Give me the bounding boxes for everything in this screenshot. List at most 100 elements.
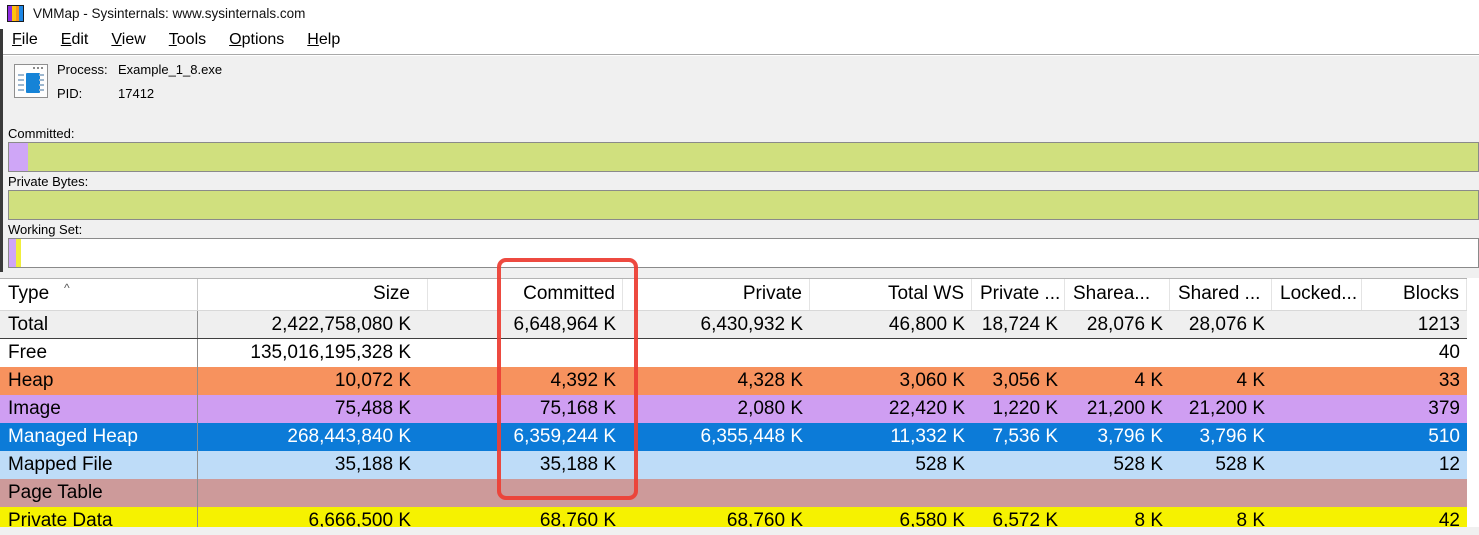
process-label: Process: — [57, 62, 108, 77]
row-type-label: Managed Heap — [0, 423, 198, 451]
committed-segment-1 — [28, 143, 1478, 171]
row-value-cell: 4,328 K — [737, 370, 804, 391]
menu-item-file[interactable]: File — [12, 31, 38, 48]
column-header-blocks[interactable]: Blocks — [1362, 279, 1467, 310]
process-icon — [14, 64, 48, 98]
row-value-cell: 35,188 K — [334, 454, 411, 475]
row-value-cell: 7,536 K — [992, 426, 1059, 447]
row-value-cell: 4 K — [1134, 370, 1163, 391]
row-value-cell: 379 — [1428, 398, 1460, 419]
row-value-cell: 6,359,244 K — [513, 426, 616, 447]
table-header-row: Type ^ Size Committed Private Total WS Private… — [0, 279, 1467, 311]
process-name-value: Example_1_8.exe — [118, 62, 223, 77]
row-value-cell — [428, 339, 623, 367]
column-header-label: Sharea... — [1073, 283, 1151, 304]
column-header-committed[interactable]: Committed — [428, 279, 623, 310]
row-value-cell — [1272, 311, 1362, 338]
title-bar: VMMap - Sysinternals: www.sysinternals.c… — [0, 0, 1479, 26]
committed-label: Committed: — [8, 126, 75, 141]
table-row-image[interactable]: Image 75,488 K 75,168 K 2,080 K 22,420 K 1,22… — [0, 395, 1467, 423]
working-set-bar — [8, 238, 1479, 268]
row-value-cell: 1213 — [1417, 314, 1460, 335]
column-header-sharea[interactable]: Sharea... — [1065, 279, 1170, 310]
row-value-cell: 6,430,932 K — [700, 314, 803, 335]
vmmap-app-icon — [7, 4, 24, 22]
row-value-cell: 68,760 K — [539, 510, 616, 531]
row-value-cell: 21,200 K — [1086, 398, 1163, 419]
row-value-cell: 6,648,964 K — [513, 314, 616, 335]
column-header-private[interactable]: Private ... — [972, 279, 1065, 310]
column-header-label: Shared ... — [1178, 283, 1261, 304]
row-value-cell: 8 K — [1236, 510, 1265, 531]
row-value-cell — [1272, 367, 1362, 395]
column-header-total-ws[interactable]: Total WS — [810, 279, 972, 310]
working-set-group: Working Set: — [0, 222, 1479, 268]
app-icon-stripe-1 — [11, 5, 16, 21]
menu-item-options[interactable]: Options — [229, 31, 285, 48]
row-value-cell — [972, 451, 1065, 479]
column-header-private[interactable]: Private — [623, 279, 810, 310]
row-value-cell: 28,076 K — [1086, 314, 1163, 335]
row-value-cell: 528 K — [1215, 454, 1265, 475]
column-header-label: Size — [373, 283, 410, 304]
menu-item-help[interactable]: Help — [307, 31, 341, 48]
row-value-cell — [972, 479, 1065, 507]
window-bottom-edge — [0, 527, 1479, 535]
column-header-label: Committed — [523, 283, 615, 304]
row-value-cell — [1272, 451, 1362, 479]
row-value-cell: 510 — [1428, 426, 1460, 447]
menu-item-accelerator: E — [60, 31, 72, 48]
column-header-label: Type — [8, 283, 50, 304]
column-header-locked[interactable]: Locked... — [1272, 279, 1362, 310]
row-value-cell — [1272, 479, 1362, 507]
menu-item-tools[interactable]: Tools — [168, 31, 207, 48]
sort-ascending-indicator: ^ — [64, 281, 70, 295]
row-value-cell: 21,200 K — [1188, 398, 1265, 419]
row-value-cell: 8 K — [1134, 510, 1163, 531]
menu-item-view[interactable]: View — [111, 31, 146, 48]
row-value-cell: 135,016,195,328 K — [250, 342, 411, 363]
process-icon-document — [26, 73, 40, 93]
row-value-cell: 75,488 K — [334, 398, 411, 419]
table-row-page-table[interactable]: Page Table — [0, 479, 1467, 507]
menu-item-edit[interactable]: Edit — [60, 31, 89, 48]
committed-group: Committed: — [0, 126, 1479, 172]
table-row-managed-heap[interactable]: Managed Heap 268,443,840 K 6,359,244 K 6,35… — [0, 423, 1467, 451]
column-header-type[interactable]: Type ^ — [0, 279, 198, 310]
row-value-cell: 42 — [1438, 510, 1460, 531]
row-value-cell — [1362, 479, 1467, 507]
table-row-free[interactable]: Free 135,016,195,328 K 40 — [0, 339, 1467, 367]
column-header-label: Total WS — [887, 283, 964, 304]
left-edge-strip — [0, 29, 3, 272]
row-value-cell — [810, 339, 972, 367]
row-value-cell: 6,355,448 K — [700, 426, 803, 447]
working-set-segment-2 — [21, 239, 1478, 267]
row-value-cell — [1065, 479, 1170, 507]
row-value-cell: 2,422,758,080 K — [271, 314, 411, 335]
table-row-heap[interactable]: Heap 10,072 K 4,392 K 4,328 K 3,060 K 3,056 K… — [0, 367, 1467, 395]
row-value-cell: 528 K — [1113, 454, 1163, 475]
row-value-cell: 6,572 K — [992, 510, 1059, 531]
row-value-cell — [1170, 339, 1272, 367]
row-value-cell: 68,760 K — [726, 510, 803, 531]
column-header-label: Locked... — [1280, 283, 1358, 304]
row-value-cell — [1272, 395, 1362, 423]
column-header-size[interactable]: Size — [198, 279, 428, 310]
memory-type-table: Type ^ Size Committed Private Total WS Private… — [0, 278, 1467, 535]
column-header-shared[interactable]: Shared ... — [1170, 279, 1272, 310]
row-value-cell: 3,060 K — [899, 370, 966, 391]
row-type-label: Page Table — [0, 479, 198, 507]
menu-item-accelerator: T — [168, 31, 177, 48]
table-row-mapped-file[interactable]: Mapped File 35,188 K 35,188 K 528 K 528 K 528… — [0, 451, 1467, 479]
table-row-total[interactable]: Total 2,422,758,080 K 6,648,964 K 6,430,932… — [0, 311, 1467, 339]
row-value-cell: 4 K — [1236, 370, 1265, 391]
menu-item-accelerator: H — [307, 31, 319, 48]
process-icon-lines-left — [18, 74, 24, 93]
row-value-cell — [198, 479, 428, 507]
row-type-label: Image — [0, 395, 198, 423]
column-header-label: Blocks — [1403, 283, 1459, 304]
row-value-cell: 40 — [1438, 342, 1460, 363]
row-value-cell: 75,168 K — [539, 398, 616, 419]
row-value-cell: 18,724 K — [981, 314, 1058, 335]
